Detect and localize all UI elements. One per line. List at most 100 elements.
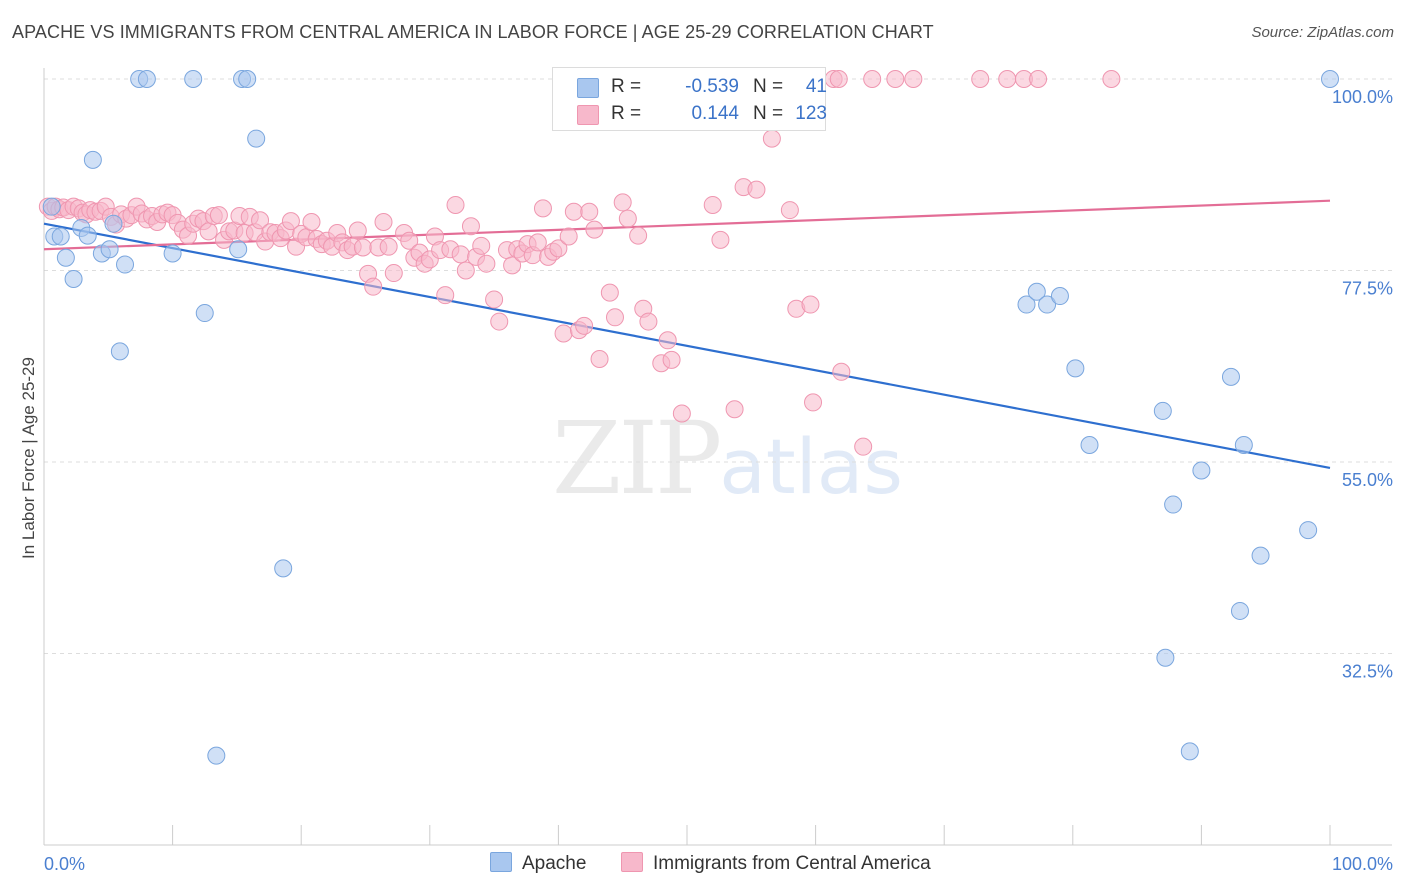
series-swatch-central-america <box>621 852 643 872</box>
data-point <box>1038 295 1057 314</box>
data-point <box>886 70 905 88</box>
series-legend-apache: Apache <box>490 852 586 875</box>
data-point <box>549 239 568 258</box>
data-point <box>904 70 923 88</box>
data-point <box>379 237 398 256</box>
data-point <box>247 129 266 148</box>
data-point <box>1080 435 1099 454</box>
data-point <box>1221 367 1240 386</box>
series-swatch-apache <box>490 852 512 872</box>
data-point <box>195 304 214 323</box>
series-legend-central-america: Immigrants from Central America <box>621 852 931 875</box>
data-point <box>590 350 609 369</box>
data-point <box>1251 546 1270 565</box>
data-point <box>600 283 619 302</box>
data-point <box>281 212 300 231</box>
data-point <box>575 316 594 335</box>
data-point <box>1027 282 1046 301</box>
data-point <box>163 244 182 263</box>
data-point <box>863 70 882 88</box>
data-point <box>585 220 604 239</box>
data-point <box>461 217 480 236</box>
data-point <box>1180 742 1199 761</box>
data-point <box>274 559 293 578</box>
data-point <box>56 248 75 267</box>
data-point <box>503 256 522 275</box>
data-point <box>384 264 403 283</box>
data-point <box>251 211 270 230</box>
data-point <box>348 221 367 240</box>
data-point <box>629 226 648 245</box>
data-point <box>854 437 873 456</box>
x-tick-label: 100.0% <box>1332 854 1393 874</box>
data-point <box>209 206 228 225</box>
legend-n-value: 41 <box>805 76 827 97</box>
legend-n-value: 123 <box>795 103 827 124</box>
y-tick-label: 32.5% <box>1342 662 1393 682</box>
correlation-legend: R = -0.539 N = 41 R = 0.144 N = 123 <box>552 67 827 131</box>
chart-title: APACHE VS IMMIGRANTS FROM CENTRAL AMERIC… <box>12 22 934 42</box>
data-point <box>639 312 658 331</box>
data-point <box>801 295 820 314</box>
legend-n-label: N = <box>753 76 784 97</box>
y-tick-label: 55.0% <box>1342 470 1393 490</box>
data-point <box>229 240 248 259</box>
y-tick-label: 100.0% <box>1332 87 1393 107</box>
legend-r-value: -0.539 <box>685 76 739 97</box>
data-point <box>618 209 637 228</box>
tick-labels: 32.5% 55.0% 77.5% 100.0% 0.0% 100.0% <box>44 87 1393 874</box>
data-point <box>1029 70 1048 88</box>
data-point <box>780 201 799 220</box>
data-point <box>51 227 70 246</box>
data-point <box>605 308 624 327</box>
data-point <box>1164 495 1183 514</box>
data-point <box>564 202 583 221</box>
x-tick-label: 0.0% <box>44 854 85 874</box>
data-point <box>1230 601 1249 620</box>
series-legend: Apache Immigrants from Central America <box>0 852 1406 878</box>
legend-r-label: R = <box>611 76 642 97</box>
data-point <box>100 240 119 259</box>
data-point <box>1234 435 1253 454</box>
data-point <box>485 290 504 309</box>
data-point <box>1153 401 1172 420</box>
data-point <box>302 212 321 231</box>
legend-r-label: R = <box>611 103 642 124</box>
data-point <box>580 202 599 221</box>
data-point <box>703 195 722 214</box>
legend-swatch-apache <box>577 78 599 98</box>
legend-swatch-central-america <box>577 105 599 125</box>
data-point <box>446 195 465 214</box>
data-point <box>554 324 573 343</box>
data-point <box>1299 521 1318 540</box>
data-point <box>104 214 123 233</box>
y-tick-label: 77.5% <box>1342 279 1393 299</box>
data-point <box>436 286 455 305</box>
source-credit: Source: ZipAtlas.com <box>1251 24 1394 41</box>
data-point <box>662 350 681 369</box>
data-point <box>559 227 578 246</box>
data-point <box>456 261 475 280</box>
data-point <box>762 129 781 148</box>
series-legend-label: Apache <box>522 853 587 874</box>
data-point <box>472 236 491 255</box>
data-point <box>207 746 226 765</box>
watermark: ZIPatlas <box>552 400 903 517</box>
data-points <box>38 70 1339 765</box>
data-point <box>998 70 1017 88</box>
data-point <box>1017 295 1036 314</box>
legend-n-label: N = <box>753 103 784 124</box>
data-point <box>110 342 129 361</box>
data-point <box>1066 359 1085 378</box>
data-point <box>238 70 257 88</box>
watermark-atlas: atlas <box>719 422 903 511</box>
data-point <box>184 70 203 88</box>
data-point <box>725 400 744 419</box>
data-point <box>533 199 552 218</box>
grid-lines <box>44 78 1392 654</box>
data-point <box>364 277 383 296</box>
y-axis-label: In Labor Force | Age 25-29 <box>19 357 38 559</box>
legend-r-value: 0.144 <box>691 103 739 124</box>
data-point <box>400 231 419 250</box>
